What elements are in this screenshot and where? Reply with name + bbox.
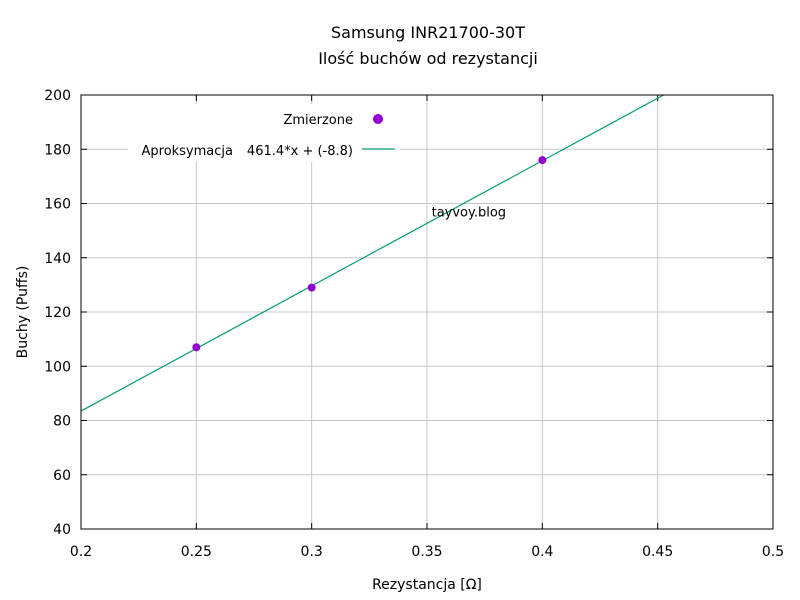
watermark-annotation: tayvoy.blog (432, 206, 506, 221)
x-tick-label: 0.3 (301, 544, 323, 560)
chart-subtitle: Ilość buchów od rezystancji (318, 49, 538, 68)
y-tick-label: 120 (44, 305, 71, 321)
x-tick-label: 0.45 (642, 544, 673, 560)
y-tick-label: 80 (53, 414, 71, 430)
y-tick-label: 60 (53, 468, 71, 484)
data-point (538, 156, 547, 165)
y-axis-label: Buchy (Puffs) (15, 266, 31, 359)
x-tick-label: 0.4 (531, 544, 553, 560)
y-tick-label: 160 (44, 197, 71, 213)
y-tick-label: 200 (44, 88, 71, 104)
y-tick-label: 140 (44, 251, 71, 267)
x-tick-label: 0.2 (70, 544, 92, 560)
legend-formula: 461.4*x + (-8.8) (247, 144, 353, 159)
legend-label-line: Aproksymacja (141, 144, 233, 159)
legend-background (128, 104, 400, 162)
legend-marker-points (373, 114, 383, 124)
x-tick-label: 0.35 (411, 544, 442, 560)
data-point (192, 343, 201, 352)
x-axis-label: Rezystancja [Ω] (372, 577, 482, 593)
x-tick-label: 0.25 (181, 544, 212, 560)
y-tick-label: 180 (44, 142, 71, 158)
plot-frame (80, 94, 774, 530)
y-tick-label: 40 (53, 522, 71, 538)
data-point (307, 283, 316, 292)
marks (80, 94, 664, 412)
chart-title: Samsung INR21700-30T (331, 23, 525, 42)
grid (80, 94, 774, 530)
legend-label-points: Zmierzone (283, 113, 353, 128)
y-tick-label: 100 (44, 359, 71, 375)
legend: Zmierzone Aproksymacja 461.4*x + (-8.8) (128, 104, 400, 162)
ticks: 0.2 0.25 0.3 0.35 0.4 0.45 0.5 40 60 80 100 120 140 1… (44, 88, 784, 560)
fit-line (80, 94, 664, 412)
x-tick-label: 0.5 (762, 544, 784, 560)
